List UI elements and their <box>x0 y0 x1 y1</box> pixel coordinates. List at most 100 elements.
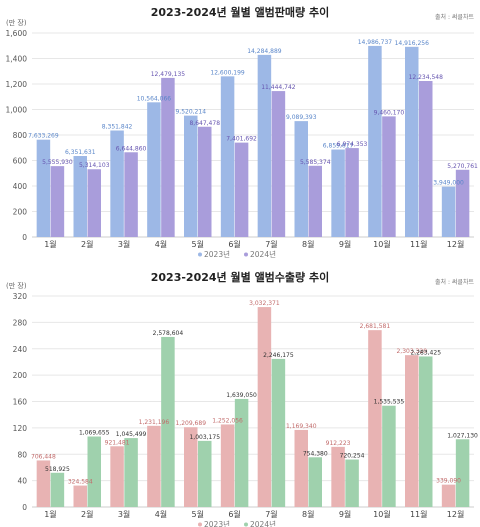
y-tick-label: 120 <box>13 424 28 433</box>
x-tick-label: 4월 <box>155 509 167 519</box>
x-tick-label: 5월 <box>192 509 204 519</box>
y-unit-label: (만 장) <box>6 18 27 27</box>
data-label: 1,069,655 <box>79 430 110 437</box>
data-label: 339,090 <box>436 478 461 485</box>
legend-label: 2023년 <box>204 249 230 259</box>
bar-2023 <box>368 330 382 507</box>
bar-2024 <box>87 169 101 237</box>
data-label: 2,578,604 <box>153 330 184 337</box>
legend-label: 2024년 <box>250 519 276 527</box>
data-label: 2,303,320 <box>396 348 427 355</box>
data-label: 12,600,199 <box>210 69 245 76</box>
bar-2024 <box>419 81 433 237</box>
x-tick-label: 12월 <box>447 239 465 249</box>
bar-2023 <box>331 446 345 507</box>
data-label: 5,585,374 <box>300 159 331 166</box>
album-export-chart: 2023-2024년 월별 앨범수출량 추이 (만 장) 출처 : 써클차트 0 40 8… <box>6 270 478 527</box>
bar-2023 <box>147 102 161 238</box>
bar-2024 <box>124 152 138 237</box>
data-label: 12,479,135 <box>151 71 186 78</box>
bar-2023 <box>147 425 161 507</box>
x-tick-label: 4월 <box>155 239 167 249</box>
y-tick-label: 1,000 <box>6 106 28 115</box>
data-label: 1,169,340 <box>286 423 317 430</box>
bar-2024 <box>419 356 433 507</box>
bar-2023 <box>110 130 124 237</box>
bar-2024 <box>161 336 175 507</box>
bar-2024 <box>308 165 322 237</box>
data-label: 1,027,130 <box>447 432 478 439</box>
y-tick-label: 80 <box>17 450 27 459</box>
y-tick-label: 280 <box>13 318 28 327</box>
bar-2023 <box>257 54 272 238</box>
bar-2023 <box>405 355 419 507</box>
data-label: 2,246,175 <box>263 352 294 359</box>
y-tick-label: 600 <box>13 157 28 166</box>
source-note: 출처 : 써클차트 <box>435 13 474 21</box>
data-label: 5,555,930 <box>42 159 73 166</box>
bar-2023 <box>294 121 308 237</box>
data-label: 6,974,353 <box>337 141 368 148</box>
bar-2024 <box>345 459 359 507</box>
x-tick-label: 10월 <box>373 509 391 519</box>
y-tick-label: 240 <box>13 345 28 354</box>
data-label: 6,351,631 <box>65 149 96 156</box>
data-label: 11,444,742 <box>261 84 296 91</box>
bar-2023 <box>184 115 198 237</box>
x-tick-label: 2월 <box>81 509 93 519</box>
bar-2023 <box>405 46 419 237</box>
x-tick-label: 12월 <box>447 509 465 519</box>
data-label: 1,003,175 <box>189 434 220 441</box>
data-label: 14,916,256 <box>395 40 430 47</box>
bar-2023 <box>36 460 51 507</box>
x-tick-label: 1월 <box>44 239 56 249</box>
y-tick-label: 1,600 <box>6 29 28 38</box>
data-label: 1,045,499 <box>116 431 147 438</box>
data-label: 14,284,889 <box>247 48 282 55</box>
y-tick-label: 160 <box>13 398 28 407</box>
data-label: 12,234,548 <box>409 74 444 81</box>
data-label: 921,481 <box>105 439 130 446</box>
bar-2023 <box>441 186 456 237</box>
x-tick-label: 7월 <box>265 239 277 249</box>
data-label: 7,401,692 <box>226 136 257 143</box>
bar-2023 <box>184 427 198 507</box>
x-tick-label: 7월 <box>265 509 277 519</box>
data-label: 9,460,170 <box>374 109 405 116</box>
data-label: 5,314,103 <box>79 162 110 169</box>
data-label: 518,925 <box>45 466 70 473</box>
bar-2024 <box>271 358 286 507</box>
x-tick-label: 11월 <box>410 239 428 249</box>
legend-swatch <box>244 252 248 257</box>
data-label: 6,644,860 <box>116 145 147 152</box>
album-sales-chart-panel: 2023-2024년 월별 앨범판매량 추이 (만 장) 출처 : 써클차트 0 200… <box>6 5 479 259</box>
data-label: 324,584 <box>68 479 93 486</box>
data-label: 706,448 <box>31 453 56 460</box>
data-label: 754,380 <box>303 450 328 457</box>
legend-label: 2023년 <box>204 519 230 527</box>
bar-2024 <box>345 148 359 237</box>
bar-2024 <box>198 126 212 237</box>
bar-2023 <box>368 45 382 238</box>
bar-2023 <box>73 156 87 237</box>
y-tick-label: 800 <box>13 131 28 140</box>
y-tick-label: 1,200 <box>6 80 28 89</box>
data-label: 8,647,478 <box>189 120 220 127</box>
bar-2024 <box>455 169 470 237</box>
y-unit-label: (만 장) <box>6 281 27 290</box>
bar-2023 <box>73 485 87 507</box>
data-label: 2,283,425 <box>410 349 441 356</box>
bar-2024 <box>161 77 175 237</box>
data-label: 8,351,842 <box>102 124 133 131</box>
y-tick-label: 0 <box>22 503 27 512</box>
x-tick-label: 9월 <box>339 239 351 249</box>
legend: 2023년 2024년 <box>198 249 276 259</box>
album-sales-chart: 2023-2024년 월별 앨범판매량 추이 (만 장) 출처 : 써클차트 0 200… <box>6 5 479 259</box>
bar-2023 <box>257 307 272 507</box>
legend: 2023년 2024년 <box>198 519 276 527</box>
bar-2024 <box>234 142 249 237</box>
data-label: 7,633,269 <box>28 133 59 140</box>
data-label: 1,639,050 <box>226 392 257 399</box>
x-tick-label: 5월 <box>192 239 204 249</box>
x-tick-label: 2월 <box>81 239 93 249</box>
